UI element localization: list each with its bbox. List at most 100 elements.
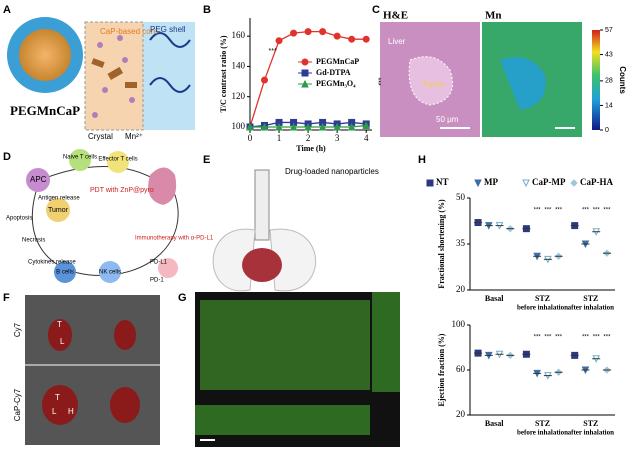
y-tick-label: 20	[456, 284, 466, 294]
pd-cell	[158, 258, 178, 278]
trachea	[254, 169, 270, 241]
tumor-label: Tumor	[48, 207, 69, 214]
panel-label: G	[178, 292, 187, 304]
colorbar-tick-label: 43	[605, 51, 613, 58]
immuno-label: Immunotherapy with α-PD-L1	[135, 236, 214, 242]
y-tick-label: 100	[232, 121, 246, 131]
pdl1-label: PD-L1	[150, 260, 168, 266]
data-point	[362, 35, 370, 43]
lungs	[212, 228, 317, 292]
organ-label: H	[68, 407, 74, 416]
data-point	[333, 32, 341, 40]
panel-f: Cy7 CaP-Cy7 T L T L H	[13, 295, 160, 445]
organ-label: L	[60, 337, 65, 346]
colorbar-tick-label: 14	[605, 102, 613, 109]
nk-cell	[99, 261, 121, 283]
apoptosis-label: Apoptosis	[6, 216, 32, 222]
tumor-label: Tumor	[422, 80, 445, 89]
significance: ***	[582, 208, 590, 214]
significance: ***	[555, 335, 563, 341]
pdt-label: PDT with ZnP@pyro	[90, 187, 154, 194]
panel-label: E	[203, 154, 210, 166]
legend-label: PEGMn₃O₄	[316, 79, 356, 88]
core-label: CaP-based core	[100, 27, 158, 36]
significance: ***	[544, 335, 552, 341]
y-tick-label: 100	[452, 319, 466, 329]
peg-chains	[149, 32, 191, 93]
y-tick-label: 35	[456, 238, 466, 248]
data-point	[290, 29, 298, 37]
heart	[242, 248, 282, 282]
nanoparticle-label: Drug-loaded nanoparticles	[285, 167, 379, 176]
antigen-label: Antigen release	[38, 196, 80, 202]
colorbar-tick-label: 28	[605, 78, 613, 85]
organ-signals	[42, 319, 140, 425]
b-cell	[54, 261, 76, 283]
apc-cell	[26, 168, 50, 192]
organ-label: L	[52, 407, 57, 416]
data-point	[304, 122, 312, 131]
data-point	[348, 35, 356, 43]
y-axis-label: Ejection fraction (%)	[437, 333, 446, 406]
x-tick-label: Basal	[485, 294, 504, 303]
panel-label: B	[203, 4, 211, 16]
necrosis-label: Necrosis	[22, 238, 45, 244]
significance: ***	[269, 48, 277, 55]
nk-label: NK cells	[99, 270, 121, 276]
x-tick-sublabel: before inhalation	[517, 429, 568, 437]
bottom-view	[195, 405, 370, 435]
data-point	[319, 28, 327, 36]
capcy7-label: CaP-Cy7	[13, 388, 22, 421]
naive-cell	[69, 149, 91, 171]
pd1-label: PD-1	[150, 278, 164, 284]
data-point	[261, 76, 269, 84]
mouse-image	[25, 295, 160, 445]
significance: ***	[593, 335, 601, 341]
colorbar-tick-label: 0	[605, 127, 609, 134]
legend-marker	[426, 179, 434, 187]
panel-a: CaP-based core PEG shell Crystal Mn²⁺ PE…	[7, 17, 195, 141]
x-tick-label: 1	[277, 133, 282, 143]
x-tick-label: Basal	[485, 419, 504, 428]
significance: ***	[534, 335, 542, 341]
cy7-label: Cy7	[13, 322, 22, 337]
panel-label: H	[418, 154, 426, 166]
panel-label: A	[3, 4, 11, 16]
x-tick-label: STZ	[583, 294, 598, 303]
legend-label: NT	[436, 177, 449, 187]
x-tick-label: STZ	[583, 419, 598, 428]
legend-marker	[570, 179, 578, 187]
legend-marker	[522, 179, 530, 188]
nanoparticle-name: PEGMnCaP	[10, 103, 80, 118]
legend-label: PEGMnCaP	[316, 57, 359, 66]
panel-g	[195, 292, 400, 447]
panel-d: APC Naive T cells Effector T cells Antig…	[6, 149, 214, 284]
colorbar-label: Counts	[618, 66, 627, 94]
x-axis-label: Time (h)	[296, 144, 326, 153]
y-tick-label: 20	[456, 409, 466, 419]
x-tick-label: 0	[248, 133, 253, 143]
lungs	[148, 167, 177, 205]
significance: ***	[555, 208, 563, 214]
cytokines-label: Cytokines release	[28, 260, 76, 266]
significance: ***	[593, 208, 601, 214]
significance: ***	[374, 77, 381, 85]
he-label: H&E	[383, 10, 408, 22]
data-point	[275, 122, 283, 131]
y-axis-label: T/C contrast ratio (%)	[219, 35, 228, 112]
crystal-label: Crystal	[88, 132, 113, 141]
tumor-cell	[46, 198, 70, 222]
significance: ***	[603, 208, 611, 214]
data-point	[318, 122, 327, 131]
colorbar-tick-label: 57	[605, 27, 613, 34]
tissue	[200, 300, 370, 390]
x-tick-sublabel: after inhalation	[568, 304, 614, 312]
tumor-region	[408, 56, 453, 106]
organ-label: T	[57, 320, 62, 329]
y-tick-label: 120	[232, 91, 246, 101]
x-tick-label: 4	[364, 133, 369, 143]
apc-label: APC	[30, 175, 47, 184]
side-view	[372, 292, 400, 392]
panel-e: Drug-loaded nanoparticles	[212, 167, 379, 292]
legend-marker	[474, 179, 482, 188]
